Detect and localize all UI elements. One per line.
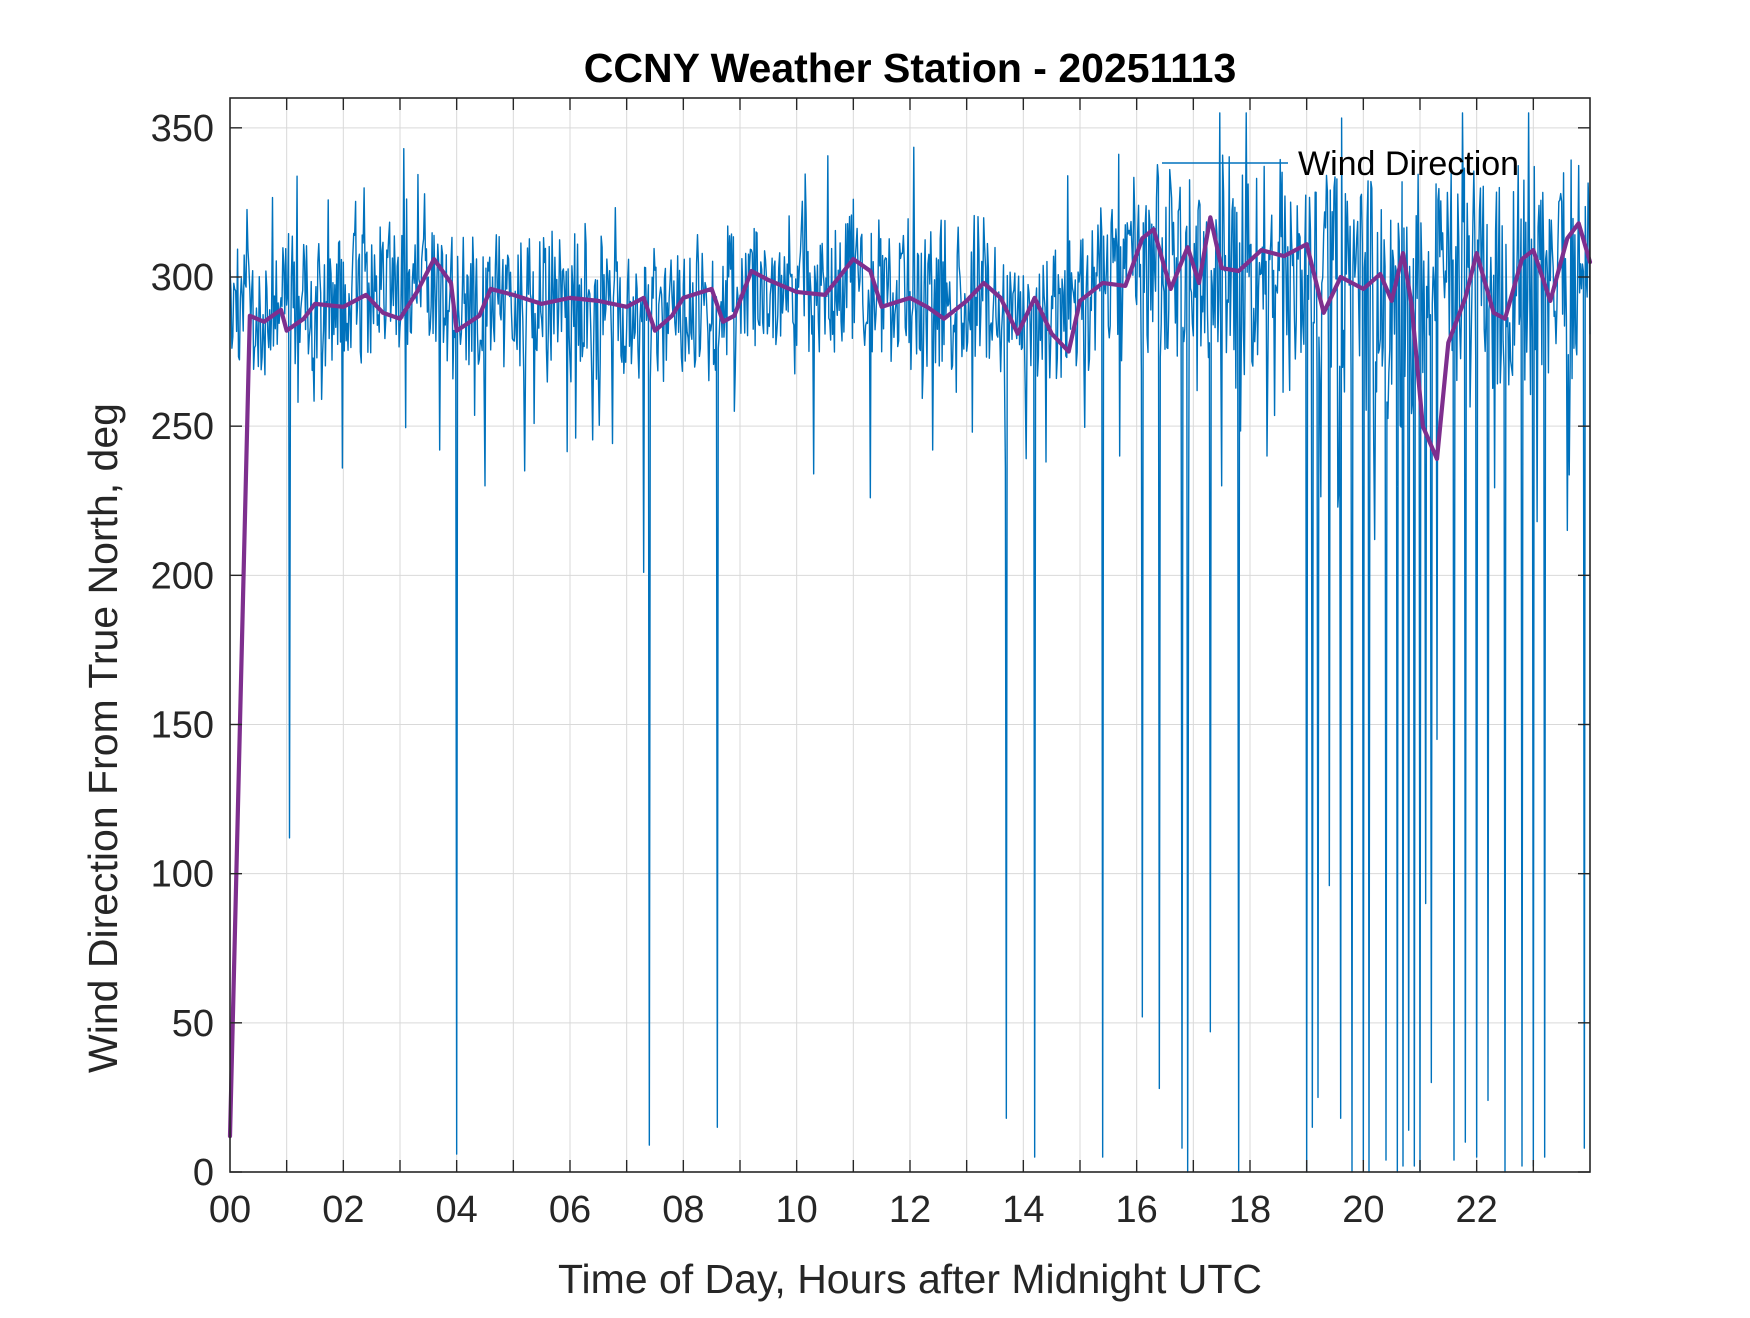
x-axis-label: Time of Day, Hours after Midnight UTC	[558, 1256, 1262, 1302]
x-tick-label: 02	[322, 1189, 364, 1231]
y-tick-label: 350	[151, 108, 214, 150]
x-tick-label: 12	[889, 1189, 931, 1231]
x-tick-label: 06	[549, 1189, 591, 1231]
x-tick-label: 16	[1116, 1189, 1158, 1231]
y-axis-label: Wind Direction From True North, deg	[80, 403, 126, 1073]
x-tick-label: 22	[1456, 1189, 1498, 1231]
y-tick-label: 150	[151, 705, 214, 747]
y-tick-label: 0	[193, 1152, 214, 1194]
y-tick-label: 50	[172, 1003, 214, 1045]
y-tick-label: 100	[151, 854, 214, 896]
y-tick-label: 250	[151, 406, 214, 448]
y-tick-label: 200	[151, 555, 214, 597]
x-tick-label: 20	[1342, 1189, 1384, 1231]
x-tick-label: 18	[1229, 1189, 1271, 1231]
x-tick-label: 04	[436, 1189, 478, 1231]
x-tick-label: 08	[662, 1189, 704, 1231]
chart-title: CCNY Weather Station - 20251113	[584, 45, 1237, 91]
y-tick-label: 300	[151, 257, 214, 299]
legend-label: Wind Direction	[1298, 145, 1519, 183]
x-tick-label: 14	[1002, 1189, 1044, 1231]
x-tick-label: 00	[209, 1189, 251, 1231]
x-tick-label: 10	[776, 1189, 818, 1231]
smoothed-series-line	[227, 215, 1593, 1139]
